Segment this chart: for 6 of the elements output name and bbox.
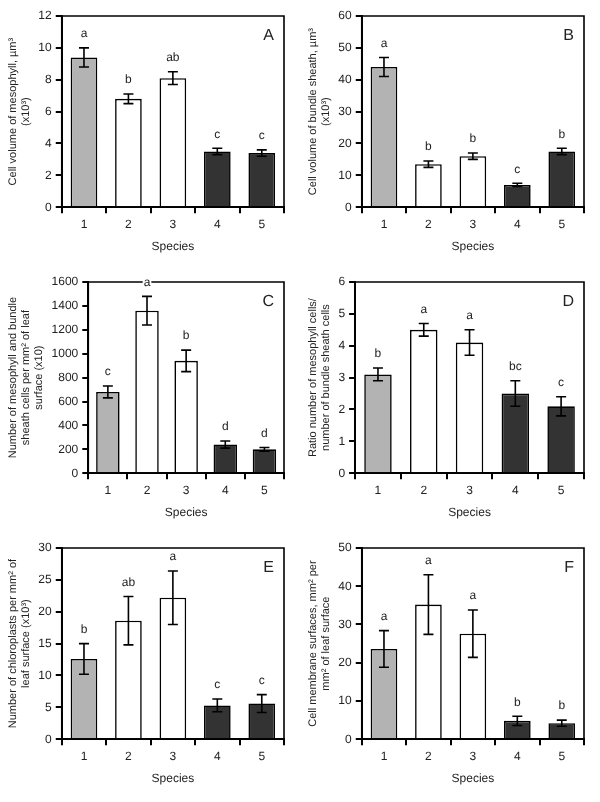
annotation: A bbox=[263, 26, 276, 45]
annotation: F bbox=[564, 558, 575, 577]
annotation: C bbox=[262, 292, 275, 311]
annotation: B bbox=[563, 26, 574, 45]
annotation: E bbox=[263, 558, 274, 577]
annotation: D bbox=[562, 292, 575, 311]
